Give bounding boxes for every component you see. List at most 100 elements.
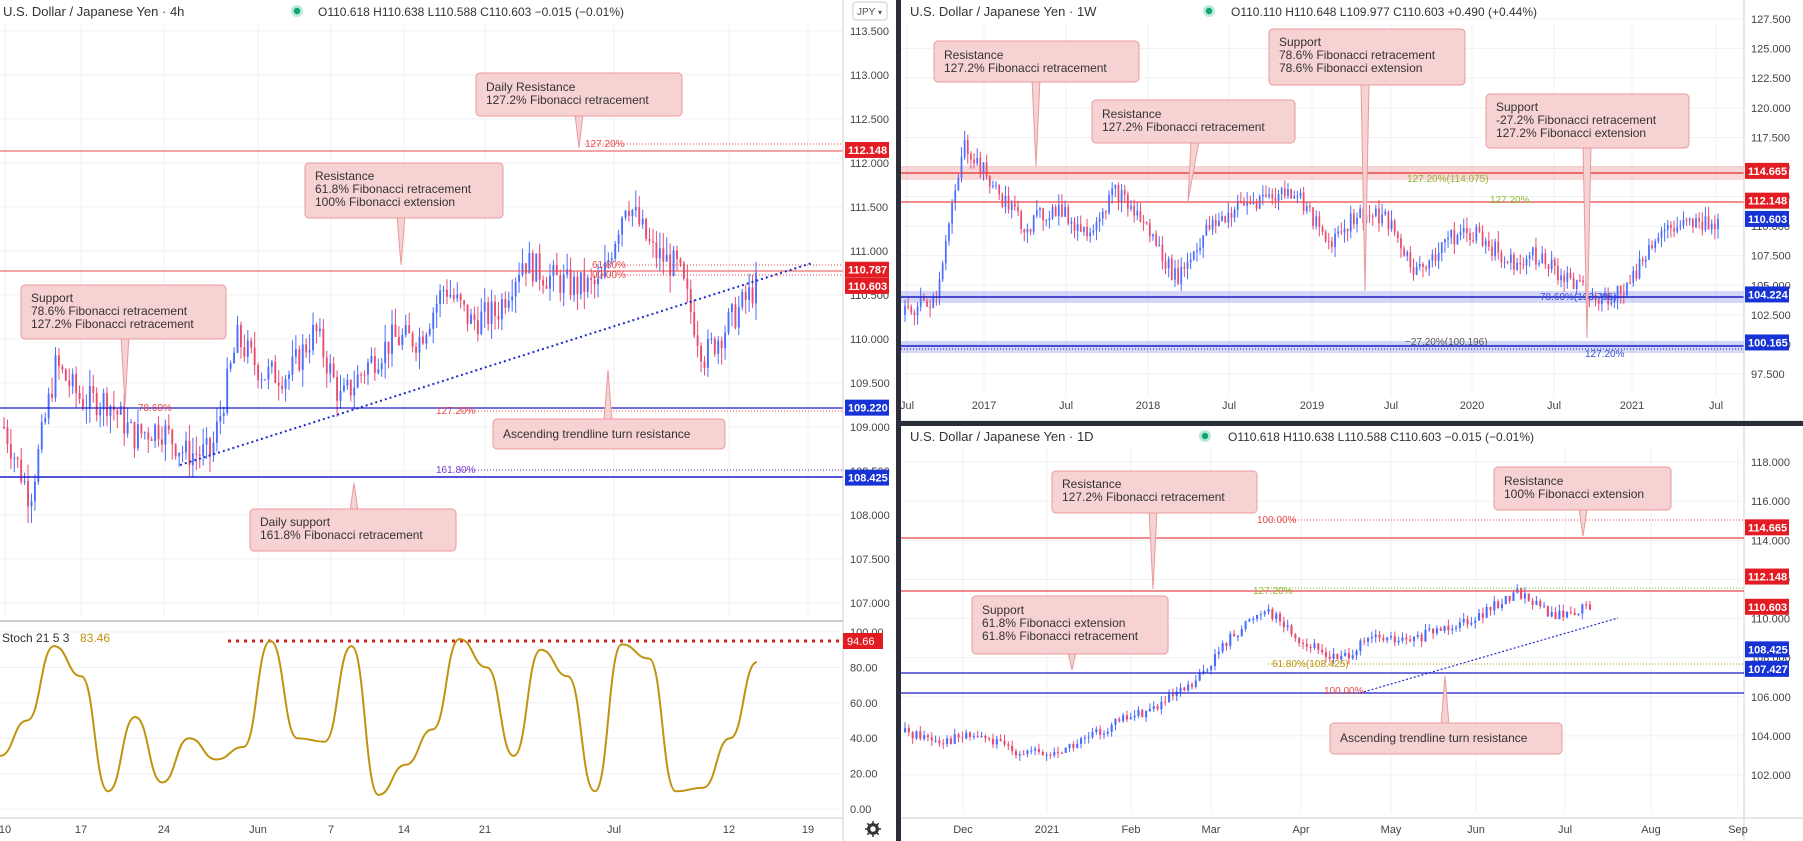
stoch-tick-label: 20.00 bbox=[850, 769, 878, 781]
candle bbox=[1315, 216, 1318, 227]
candle bbox=[1022, 754, 1025, 756]
candle bbox=[1481, 613, 1484, 618]
candle bbox=[973, 159, 975, 164]
candle bbox=[1252, 202, 1255, 204]
candle bbox=[1500, 252, 1503, 262]
candle bbox=[150, 439, 153, 441]
candle bbox=[1205, 224, 1208, 236]
price-badge-label: 114.665 bbox=[1748, 522, 1787, 534]
candle bbox=[209, 438, 211, 456]
candle bbox=[1233, 633, 1236, 637]
candle bbox=[972, 736, 975, 738]
candle bbox=[233, 352, 236, 364]
candle bbox=[1466, 619, 1469, 625]
candle bbox=[514, 281, 517, 297]
candle bbox=[1453, 229, 1456, 245]
candle bbox=[1337, 231, 1340, 234]
candle bbox=[1359, 208, 1362, 218]
candle bbox=[1014, 751, 1018, 756]
candle bbox=[980, 736, 983, 738]
annotation-ascending-trendline-daily: Ascending trendline turn resistance bbox=[1329, 675, 1563, 755]
candle bbox=[1635, 271, 1638, 279]
candle bbox=[51, 393, 54, 398]
candle bbox=[1340, 231, 1343, 233]
candle bbox=[700, 345, 703, 362]
candle bbox=[198, 454, 201, 457]
candle bbox=[1280, 188, 1283, 194]
candle bbox=[1563, 275, 1566, 283]
candle bbox=[926, 300, 928, 307]
candle bbox=[1387, 211, 1390, 230]
candle bbox=[291, 356, 294, 375]
candle bbox=[724, 332, 727, 349]
candle bbox=[562, 274, 565, 293]
candle bbox=[1546, 605, 1549, 617]
candle bbox=[1213, 654, 1217, 667]
candle bbox=[1685, 219, 1688, 221]
svg-text:78.6% Fibonacci extension: 78.6% Fibonacci extension bbox=[1279, 61, 1422, 75]
candle bbox=[1638, 258, 1641, 279]
candle bbox=[1443, 625, 1446, 631]
candle bbox=[1174, 268, 1176, 280]
candle bbox=[1577, 613, 1580, 615]
candle bbox=[507, 300, 510, 308]
candle bbox=[473, 314, 476, 321]
svg-text:Resistance: Resistance bbox=[1504, 474, 1564, 488]
candle bbox=[1491, 246, 1493, 256]
candle bbox=[1199, 247, 1201, 251]
candle bbox=[298, 349, 301, 370]
candle bbox=[1152, 233, 1154, 237]
svg-text:-27.2% Fibonacci retracement: -27.2% Fibonacci retracement bbox=[1496, 113, 1657, 127]
candle bbox=[1569, 272, 1572, 278]
settings-gear-icon[interactable] bbox=[865, 821, 881, 837]
candle bbox=[1462, 619, 1465, 623]
candle bbox=[1045, 754, 1048, 756]
candle bbox=[1531, 247, 1534, 256]
candle bbox=[621, 217, 624, 235]
candle bbox=[1704, 216, 1707, 230]
candle bbox=[71, 374, 74, 387]
candle bbox=[1210, 666, 1213, 671]
candle bbox=[1167, 258, 1170, 269]
candle bbox=[483, 302, 486, 312]
candle bbox=[1359, 640, 1362, 651]
currency-button[interactable]: JPY ▾ bbox=[852, 1, 888, 21]
candle bbox=[1236, 636, 1239, 638]
candle bbox=[1317, 643, 1320, 650]
candle bbox=[1569, 612, 1572, 614]
candle bbox=[1255, 202, 1258, 209]
candle bbox=[367, 362, 369, 375]
svg-text:Resistance: Resistance bbox=[1102, 107, 1162, 121]
candle bbox=[1710, 223, 1713, 230]
candle bbox=[549, 275, 551, 289]
candle bbox=[1187, 684, 1190, 691]
candle bbox=[559, 275, 562, 293]
candle bbox=[1481, 231, 1484, 246]
candle bbox=[1057, 204, 1060, 217]
candle bbox=[576, 276, 579, 294]
candle bbox=[922, 298, 925, 301]
candle bbox=[353, 387, 356, 396]
time-tick-label: Jul bbox=[1222, 400, 1236, 412]
candle bbox=[1451, 628, 1454, 631]
candle bbox=[1190, 684, 1194, 687]
candle bbox=[1064, 206, 1066, 217]
time-tick-label: Jul bbox=[1709, 400, 1723, 412]
stoch-badge: 94.66 bbox=[843, 633, 883, 649]
annotation-support-786: Support 78.6% Fibonacci retracement 127.… bbox=[20, 284, 227, 406]
candle bbox=[1522, 264, 1525, 266]
candle bbox=[991, 738, 995, 745]
candle bbox=[1076, 224, 1079, 231]
candle bbox=[130, 422, 132, 424]
candle bbox=[1229, 633, 1232, 646]
candle bbox=[938, 740, 941, 744]
candle bbox=[665, 254, 668, 262]
candle bbox=[1278, 613, 1282, 622]
price-badge-label: 108.425 bbox=[848, 473, 888, 485]
candle bbox=[679, 258, 682, 264]
candle bbox=[494, 301, 496, 316]
candle bbox=[264, 379, 266, 381]
candle bbox=[3, 427, 5, 428]
candle bbox=[1670, 224, 1672, 229]
candle bbox=[1268, 194, 1270, 197]
